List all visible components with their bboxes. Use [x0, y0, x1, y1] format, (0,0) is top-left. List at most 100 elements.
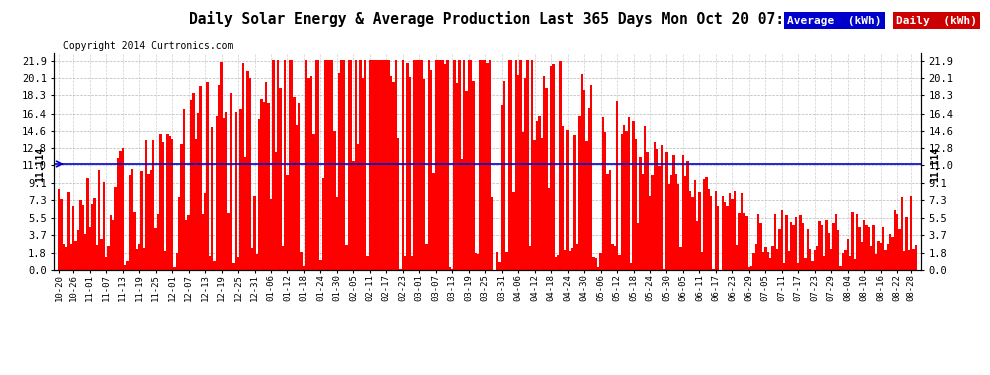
Bar — [906, 217, 908, 270]
Bar — [230, 93, 233, 270]
Bar — [658, 166, 660, 270]
Bar — [564, 250, 566, 270]
Bar — [747, 267, 750, 270]
Bar — [357, 144, 359, 270]
Bar — [807, 230, 809, 270]
Bar — [411, 256, 414, 270]
Bar — [614, 246, 616, 270]
Bar — [166, 134, 168, 270]
Bar — [352, 161, 354, 270]
Bar — [496, 252, 498, 270]
Bar — [884, 250, 887, 270]
Bar — [470, 60, 472, 270]
Bar — [792, 225, 795, 270]
Bar — [908, 251, 910, 270]
Bar — [460, 159, 463, 270]
Bar — [474, 253, 477, 270]
Bar — [757, 214, 759, 270]
Bar — [891, 237, 894, 270]
Bar — [373, 60, 376, 270]
Bar — [62, 244, 65, 270]
Bar — [616, 101, 618, 270]
Bar — [383, 60, 385, 270]
Bar — [783, 262, 785, 270]
Bar — [583, 90, 585, 270]
Bar — [667, 184, 670, 270]
Bar — [618, 255, 621, 270]
Text: 11.114: 11.114 — [36, 146, 46, 182]
Bar — [322, 178, 324, 270]
Bar — [644, 126, 646, 270]
Bar — [670, 175, 672, 270]
Bar — [742, 213, 745, 270]
Bar — [745, 216, 747, 270]
Text: 11.114: 11.114 — [930, 146, 940, 182]
Bar — [425, 244, 428, 270]
Bar — [152, 140, 154, 270]
Bar — [821, 225, 823, 270]
Bar — [722, 196, 724, 270]
Bar — [267, 104, 270, 270]
Bar — [366, 256, 368, 270]
Bar — [361, 78, 364, 270]
Bar — [607, 174, 609, 270]
Bar — [149, 170, 152, 270]
Bar — [759, 222, 762, 270]
Bar — [277, 60, 279, 270]
Bar — [180, 144, 183, 270]
Bar — [547, 188, 550, 270]
Bar — [804, 258, 807, 270]
Bar — [463, 60, 465, 270]
Bar — [826, 220, 828, 270]
Bar — [448, 267, 451, 270]
Bar — [653, 142, 656, 270]
Bar — [409, 77, 411, 270]
Bar — [138, 244, 141, 270]
Bar — [81, 205, 84, 270]
Bar — [705, 177, 708, 270]
Bar — [534, 140, 536, 270]
Bar — [289, 60, 291, 270]
Bar — [651, 175, 653, 270]
Bar — [141, 171, 143, 270]
Bar — [98, 170, 100, 270]
Bar — [830, 249, 833, 270]
Bar — [896, 214, 898, 270]
Bar — [218, 85, 221, 270]
Bar — [648, 196, 651, 270]
Bar — [842, 253, 844, 270]
Bar — [233, 262, 235, 270]
Bar — [247, 71, 248, 270]
Bar — [187, 215, 190, 270]
Bar — [656, 149, 658, 270]
Bar — [630, 262, 633, 270]
Bar — [710, 196, 713, 270]
Bar — [225, 112, 228, 270]
Bar — [554, 257, 557, 270]
Bar — [602, 117, 604, 270]
Bar — [773, 214, 776, 270]
Bar — [390, 76, 392, 270]
Bar — [202, 214, 204, 270]
Bar — [446, 60, 448, 270]
Bar — [88, 227, 91, 270]
Bar — [858, 227, 860, 270]
Bar — [253, 196, 255, 270]
Bar — [136, 249, 138, 270]
Bar — [310, 76, 312, 270]
Bar — [317, 60, 319, 270]
Bar — [621, 134, 623, 270]
Bar — [482, 60, 484, 270]
Bar — [105, 257, 107, 270]
Bar — [569, 251, 571, 270]
Bar — [244, 157, 247, 270]
Text: Daily  (kWh): Daily (kWh) — [896, 16, 977, 26]
Bar — [129, 174, 131, 270]
Bar — [300, 252, 303, 270]
Bar — [642, 174, 644, 270]
Bar — [877, 242, 879, 270]
Bar — [684, 176, 686, 270]
Bar — [819, 221, 821, 270]
Bar — [293, 97, 296, 270]
Bar — [599, 253, 602, 270]
